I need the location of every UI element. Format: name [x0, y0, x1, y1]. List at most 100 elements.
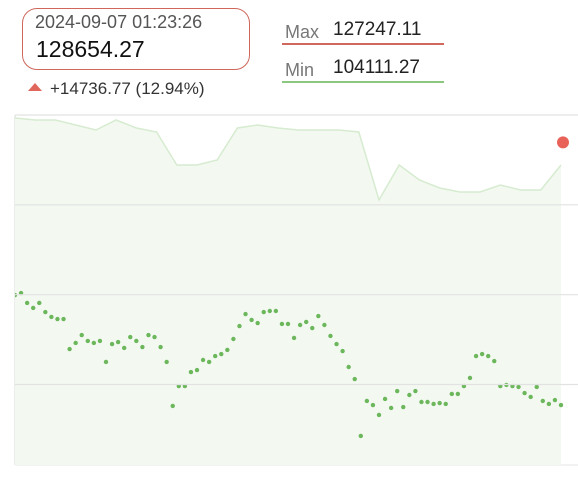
dot: [243, 311, 248, 317]
dot: [37, 300, 42, 306]
dot: [540, 398, 545, 404]
dot: [115, 339, 121, 345]
dot: [291, 335, 297, 341]
dot: [334, 341, 339, 347]
dot: [467, 375, 473, 381]
dot: [206, 359, 212, 365]
dot: [546, 401, 552, 407]
dot: [85, 338, 91, 344]
dot: [188, 369, 194, 375]
min-value: 104111.27: [333, 57, 420, 78]
dot: [304, 319, 309, 325]
dot: [55, 316, 60, 322]
dot: [285, 321, 291, 327]
dot: [134, 338, 139, 344]
dot: [473, 353, 479, 359]
dot: [449, 391, 454, 397]
dot: [231, 336, 236, 342]
dot: [419, 399, 424, 405]
dot: [552, 397, 558, 403]
dot: [425, 399, 430, 405]
dot: [273, 308, 279, 314]
dot: [358, 433, 363, 439]
dot: [67, 346, 72, 352]
dot: [364, 398, 370, 404]
dot: [225, 347, 230, 353]
price-box: [22, 8, 250, 70]
dot: [522, 390, 527, 396]
dot: [516, 384, 521, 390]
dot: [164, 359, 169, 365]
max-value: 127247.11: [333, 19, 422, 40]
dot: [194, 367, 200, 373]
dot: [261, 309, 266, 315]
dot: [91, 340, 97, 346]
dot: [249, 317, 254, 323]
dot: [443, 401, 448, 407]
dot: [213, 353, 218, 359]
dot: [24, 300, 30, 306]
max-underline: [282, 43, 444, 45]
dot: [140, 344, 145, 350]
dot: [255, 320, 260, 326]
dot: [219, 351, 224, 357]
dot: [200, 357, 206, 363]
dot: [413, 388, 418, 394]
dot: [340, 348, 345, 354]
dot: [486, 353, 491, 359]
area-fill: [15, 118, 561, 465]
dot: [558, 402, 564, 408]
dot: [109, 341, 115, 347]
dot: [479, 351, 485, 357]
dot: [328, 333, 333, 339]
dot: [431, 401, 436, 407]
up-arrow: [28, 83, 42, 91]
dot: [322, 322, 327, 328]
min-underline: [282, 81, 444, 83]
datetime: 2024-09-07 01:23:26: [35, 12, 203, 32]
dot: [388, 405, 394, 411]
dot: [401, 404, 406, 410]
dot: [492, 358, 497, 364]
dot: [437, 400, 442, 406]
dot: [49, 314, 54, 320]
area-line: [15, 117, 562, 202]
dot: [297, 322, 303, 328]
dot: [316, 313, 321, 319]
min-label: Min: [285, 60, 315, 80]
dot: [61, 316, 66, 322]
dot: [31, 305, 36, 311]
dot: [128, 334, 133, 340]
dot: [382, 396, 388, 402]
plot: [15, 117, 564, 465]
dot: [237, 323, 242, 329]
dot: [455, 391, 461, 397]
change: +14736.77 (12.94%): [50, 79, 205, 98]
dot: [370, 402, 376, 408]
dot: [158, 344, 163, 350]
dot: [267, 308, 272, 314]
dot: [170, 403, 175, 409]
current-marker: [557, 136, 569, 149]
dot: [376, 412, 382, 418]
dot: [122, 345, 127, 351]
dot: [352, 376, 357, 382]
dot: [146, 332, 151, 338]
dot: [79, 332, 84, 338]
dot: [346, 364, 351, 370]
price: 128654.27: [36, 36, 145, 62]
dot: [103, 359, 109, 365]
dot: [279, 321, 285, 327]
dot: [534, 384, 539, 390]
dot: [528, 394, 533, 400]
dot: [395, 388, 400, 394]
dot: [73, 340, 78, 346]
max-label: Max: [285, 22, 320, 42]
dot: [97, 338, 103, 344]
dot: [310, 325, 315, 331]
dot: [43, 309, 48, 315]
dot: [152, 334, 157, 340]
dot: [407, 392, 412, 398]
